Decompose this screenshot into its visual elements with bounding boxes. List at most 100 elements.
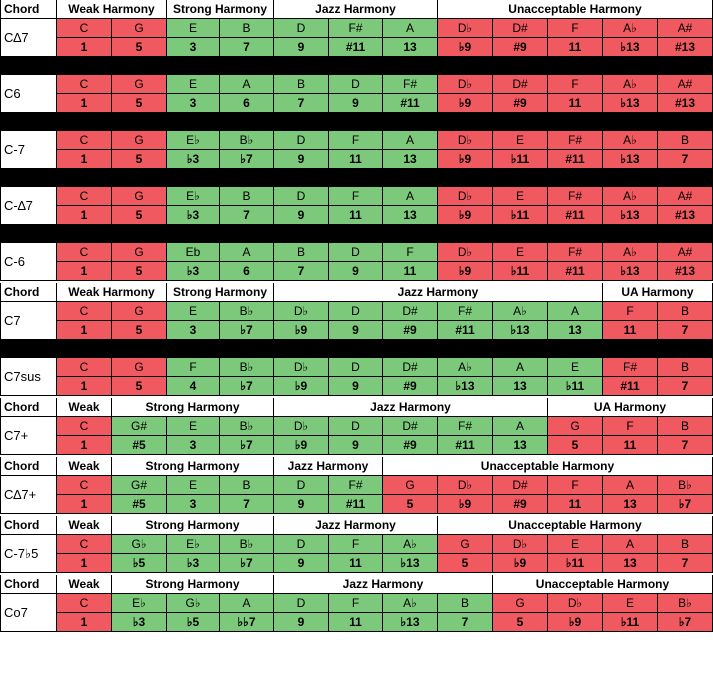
degree-cell: ♭3: [112, 613, 167, 632]
note-cell: D♭: [274, 302, 329, 321]
degree-cell: 13: [493, 436, 548, 455]
note-cell: E: [493, 243, 548, 262]
harmony-group-header: Weak Harmony: [57, 0, 167, 19]
degree-cell: ♭3: [167, 206, 220, 225]
note-cell: A: [383, 187, 438, 206]
degree-cell: 11: [329, 554, 383, 573]
chord-name: C7+: [0, 417, 57, 455]
degree-cell: 1: [57, 377, 112, 396]
degree-cell: ♭9: [438, 206, 493, 225]
degree-cell: 11: [548, 38, 603, 57]
note-cell: F#: [548, 131, 603, 150]
degree-cell: 1: [57, 613, 112, 632]
note-cell: A: [220, 594, 274, 613]
degree-cell: 13: [603, 554, 658, 573]
degree-cell: #9: [383, 321, 438, 340]
harmony-group-header: Weak: [57, 398, 112, 417]
note-cell: E♭: [167, 535, 220, 554]
note-cell: E: [493, 131, 548, 150]
degree-cell: 1: [57, 554, 112, 573]
note-cell: D♭: [274, 358, 329, 377]
degree-cell: 13: [603, 495, 658, 514]
degree-cell: 1: [57, 495, 112, 514]
degree-cell: 5: [112, 262, 167, 281]
note-cell: D: [274, 187, 329, 206]
note-cell: E: [167, 417, 220, 436]
degree-cell: 7: [274, 262, 329, 281]
degree-cell: 9: [329, 377, 383, 396]
note-cell: E: [167, 75, 220, 94]
degree-cell: 13: [383, 206, 438, 225]
note-cell: A: [603, 476, 658, 495]
harmony-group-header: Jazz Harmony: [274, 516, 438, 535]
note-cell: D#: [383, 302, 438, 321]
note-cell: F: [329, 131, 383, 150]
degree-cell: 11: [383, 262, 438, 281]
note-cell: G♭: [112, 535, 167, 554]
note-cell: D#: [493, 19, 548, 38]
degree-cell: ♭13: [603, 150, 658, 169]
note-cell: C: [57, 476, 112, 495]
chord-name: C∆7+: [0, 476, 57, 514]
degree-cell: 3: [167, 321, 220, 340]
degree-cell: 5: [383, 495, 438, 514]
note-cell: Eb: [167, 243, 220, 262]
degree-cell: 5: [548, 436, 603, 455]
note-cell: B♭: [220, 131, 274, 150]
degree-cell: ♭9: [274, 321, 329, 340]
degree-cell: ♭9: [438, 495, 493, 514]
note-cell: D: [329, 302, 383, 321]
harmony-group-header: Jazz Harmony: [274, 398, 548, 417]
note-cell: F: [548, 75, 603, 94]
degree-cell: 7: [658, 554, 713, 573]
note-cell: G#: [112, 476, 167, 495]
note-cell: E: [548, 358, 603, 377]
degree-cell: ♭3: [167, 262, 220, 281]
note-cell: F: [603, 417, 658, 436]
note-cell: D♭: [274, 417, 329, 436]
note-cell: A♭: [493, 302, 548, 321]
note-cell: E: [167, 302, 220, 321]
degree-cell: #9: [493, 94, 548, 113]
note-cell: A♭: [603, 75, 658, 94]
degree-cell: 9: [329, 262, 383, 281]
degree-cell: ♭9: [438, 150, 493, 169]
note-cell: B: [220, 187, 274, 206]
note-cell: D♭: [438, 75, 493, 94]
degree-cell: #9: [383, 377, 438, 396]
degree-cell: ♭13: [603, 262, 658, 281]
harmony-group-header: Jazz Harmony: [274, 457, 383, 476]
row-separator-bar: [0, 169, 713, 187]
degree-cell: ♭9: [438, 262, 493, 281]
note-cell: C: [57, 594, 112, 613]
degree-cell: ♭9: [493, 554, 548, 573]
note-cell: A: [383, 131, 438, 150]
degree-cell: ♭7: [658, 613, 713, 632]
chord-column-header: Chord: [0, 516, 57, 535]
note-cell: F#: [548, 243, 603, 262]
degree-cell: #13: [658, 38, 713, 57]
chord-name: C7sus: [0, 358, 57, 396]
note-cell: B: [220, 476, 274, 495]
degree-cell: ♭11: [493, 150, 548, 169]
degree-cell: ♭13: [603, 206, 658, 225]
note-cell: D: [329, 358, 383, 377]
degree-cell: #11: [438, 321, 493, 340]
degree-cell: 5: [112, 206, 167, 225]
harmony-group-header: Unacceptable Harmony: [438, 0, 713, 19]
note-cell: G: [493, 594, 548, 613]
note-cell: B♭: [220, 535, 274, 554]
degree-cell: ♭13: [603, 94, 658, 113]
note-cell: D#: [493, 75, 548, 94]
degree-cell: 13: [383, 38, 438, 57]
note-cell: A: [220, 243, 274, 262]
note-cell: F#: [438, 302, 493, 321]
degree-cell: 13: [493, 377, 548, 396]
note-cell: E♭: [112, 594, 167, 613]
degree-cell: 9: [274, 38, 329, 57]
note-cell: B♭: [658, 476, 713, 495]
degree-cell: ♭11: [493, 262, 548, 281]
note-cell: B: [658, 535, 713, 554]
note-cell: D♭: [438, 476, 493, 495]
